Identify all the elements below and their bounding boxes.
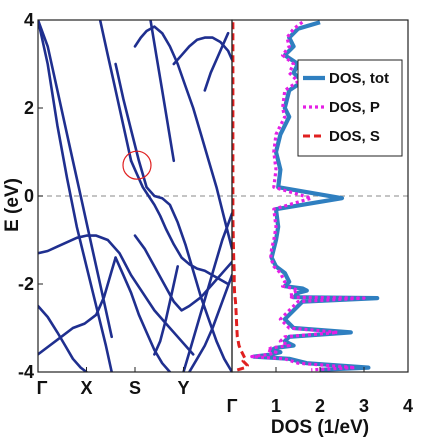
band-line-17 (203, 31, 230, 92)
legend-label: DOS, tot (329, 70, 389, 87)
band-line-6 (98, 20, 133, 163)
kpoint-label: S (129, 378, 141, 398)
legend: DOS, tot DOS, P DOS, S (297, 59, 403, 157)
dos-panel: Γ 1 2 3 4 DOS (1/eV) (227, 19, 413, 438)
kpoint-label: Y (177, 378, 189, 398)
band-line-8 (114, 256, 172, 372)
dos-series-dos-s (232, 22, 249, 372)
kpoint-label: Γ (37, 378, 48, 398)
band-line-15 (182, 212, 232, 372)
band-line-16 (188, 273, 232, 372)
kpoint-label: X (80, 378, 92, 398)
energy-tick-label: 2 (24, 98, 34, 118)
band-line-9 (129, 159, 230, 286)
band-line-2 (38, 20, 113, 339)
energy-ticks: -4 -2 0 2 4 (18, 10, 43, 382)
dos-ticks: Γ 1 2 3 4 (227, 367, 413, 416)
dos-tick-label: Γ (227, 396, 238, 416)
dos-tick-label: 2 (315, 396, 325, 416)
energy-tick-label: 4 (24, 10, 34, 30)
dos-tick-label: 4 (403, 396, 413, 416)
band-lines (38, 20, 232, 372)
band-line-14 (172, 36, 232, 66)
energy-tick-label: -2 (18, 274, 34, 294)
band-line-13 (153, 265, 179, 356)
band-line-12 (149, 20, 176, 163)
dos-axis-label: DOS (1/eV) (271, 417, 369, 438)
band-line-1 (38, 20, 113, 372)
dos-lines (232, 20, 380, 372)
legend-label: DOS, S (329, 128, 380, 145)
energy-axis-label: E (eV) (2, 178, 23, 232)
dos-tick-label: 1 (271, 396, 281, 416)
energy-tick-label: -4 (18, 362, 34, 382)
legend-label: DOS, P (329, 99, 380, 116)
energy-tick-label: 0 (24, 186, 34, 206)
highlight-circle (122, 150, 152, 180)
band-structure-panel: -4 -2 0 2 4 Γ X S Y E (eV) (2, 10, 233, 398)
band-line-4 (38, 304, 88, 372)
band-line-11 (133, 234, 232, 312)
band-line-10 (133, 25, 232, 251)
dos-series-dos-p (250, 20, 366, 372)
dos-tick-label: 3 (359, 396, 369, 416)
band-line-5 (38, 256, 117, 356)
band-line-3 (38, 234, 195, 356)
